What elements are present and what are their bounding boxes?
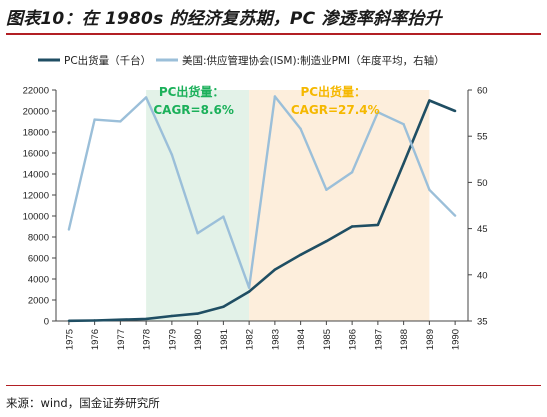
x-tick-label: 1978: [142, 329, 153, 350]
series-2-point: [428, 188, 431, 191]
series-2-point: [376, 110, 380, 114]
series-2-point: [222, 215, 225, 218]
x-tick-label: 1982: [245, 329, 256, 350]
y-left-tick-label: 4000: [28, 275, 49, 286]
x-tick-label: 1976: [90, 329, 101, 350]
x-tick-label: 1988: [399, 329, 410, 350]
chart: PC出货量（千台） 美国:供应管理协会(ISM):制造业PMI（年度平均，右轴） …: [23, 54, 488, 350]
series-2-point: [453, 214, 457, 217]
period-label-line1-2: PC出货量：: [300, 84, 366, 99]
shaded-period-1: [146, 90, 250, 321]
series-1-point: [350, 225, 354, 228]
shaded-period-2: [249, 90, 430, 321]
y-left-tick-label: 6000: [28, 254, 49, 265]
series-line-1: [68, 99, 456, 323]
series-1-point: [247, 290, 251, 293]
series-1-point: [170, 314, 174, 318]
y-right-tick-label: 35: [477, 317, 488, 328]
series-2-point: [144, 96, 148, 99]
y-left-tick-label: 16000: [23, 149, 49, 160]
y-left-tick-label: 0: [44, 317, 49, 328]
y-left-tick-label: 10000: [23, 212, 49, 223]
x-tick-label: 1977: [116, 329, 127, 350]
legend-label-2: 美国:供应管理协会(ISM):制造业PMI（年度平均，右轴）: [182, 54, 445, 67]
legend-label-1: PC出货量（千台）: [64, 54, 151, 67]
series-2-point: [299, 127, 302, 131]
series-line-2: [67, 95, 456, 289]
y-left-tick-label: 18000: [23, 128, 49, 139]
series-2-point: [350, 171, 354, 174]
x-tick-label: 1980: [193, 329, 204, 350]
series-1-point: [67, 319, 71, 322]
y-left-tick-label: 20000: [23, 107, 49, 118]
series-2-point: [273, 95, 277, 98]
x-tick-label: 1990: [451, 329, 462, 350]
y-left-tick-label: 14000: [23, 170, 49, 181]
x-tick-label: 1979: [167, 329, 178, 350]
series-1-point: [299, 253, 302, 257]
series-2-point: [325, 188, 328, 191]
series-2-point: [247, 286, 251, 289]
series-2-point: [93, 118, 96, 121]
y-right-tick-label: 45: [477, 224, 488, 235]
y-right-tick-label: 55: [477, 132, 488, 143]
x-tick-label: 1987: [373, 329, 384, 350]
series-1-point: [376, 223, 380, 227]
series-2-point: [67, 228, 71, 231]
series-1-point: [93, 319, 96, 322]
title-rule: [6, 33, 541, 35]
series-1-point: [428, 99, 431, 102]
y-right-tick-label: 60: [477, 86, 488, 97]
figure-title: 图表10：在 1980s 的经济复苏期，PC 渗透率斜率抬升: [6, 9, 442, 29]
series-2-point: [402, 122, 405, 126]
series-1-point: [119, 318, 122, 321]
x-tick-label: 1983: [270, 329, 281, 350]
period-label-line2-1: CAGR=8.6%: [153, 103, 234, 117]
series-1-point: [325, 240, 328, 243]
x-tick-label: 1984: [296, 329, 307, 350]
x-tick-label: 1981: [219, 329, 230, 350]
series-1-point: [144, 317, 148, 321]
series-1-point: [273, 268, 277, 271]
series-1-point: [453, 109, 457, 113]
series-2-point: [196, 232, 199, 235]
y-left-tick-label: 8000: [28, 233, 49, 244]
x-tick-label: 1975: [64, 329, 75, 350]
series-1-point: [402, 162, 405, 165]
period-label-line1-1: PC出货量：: [159, 84, 225, 99]
period-label-line2-2: CAGR=27.4%: [291, 103, 380, 117]
source-rule: [6, 385, 541, 386]
y-left-tick-label: 22000: [23, 86, 49, 97]
x-tick-label: 1985: [322, 329, 333, 350]
series-2-point: [119, 120, 122, 123]
x-tick-label: 1989: [425, 329, 436, 350]
y-left-tick-label: 12000: [23, 191, 49, 202]
y-left-tick-label: 2000: [28, 296, 49, 307]
series-2-point: [170, 153, 174, 156]
y-right-tick-label: 40: [477, 270, 488, 281]
source-note: 来源：wind，国金证券研究所: [6, 396, 160, 410]
x-tick-label: 1986: [348, 329, 359, 350]
series-1-point: [196, 312, 199, 315]
series-1-point: [222, 305, 225, 309]
chart-legend: PC出货量（千台） 美国:供应管理协会(ISM):制造业PMI（年度平均，右轴）: [38, 54, 445, 67]
y-right-tick-label: 50: [477, 178, 488, 189]
